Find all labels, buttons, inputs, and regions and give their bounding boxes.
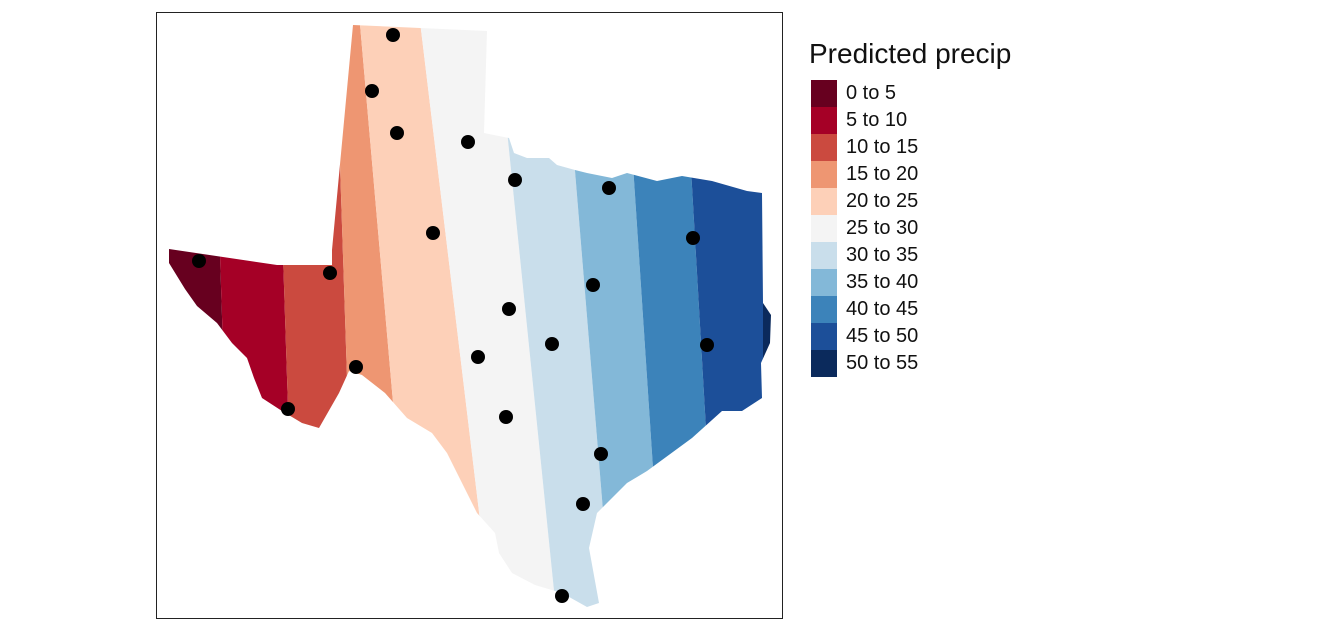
legend-label: 50 to 55	[846, 352, 919, 374]
legend-item: 10 to 15	[809, 134, 1011, 161]
station-point[interactable]	[349, 360, 363, 374]
legend-item: 25 to 30	[809, 215, 1011, 242]
zone-25-30	[419, 25, 557, 607]
station-point[interactable]	[192, 254, 206, 268]
station-point[interactable]	[602, 181, 616, 195]
station-point[interactable]	[686, 231, 700, 245]
legend-item: 35 to 40	[809, 269, 1011, 296]
legend-swatch	[811, 269, 838, 296]
station-points	[192, 28, 714, 603]
zone-20-25	[359, 25, 492, 607]
legend-swatch	[811, 107, 838, 134]
station-point[interactable]	[508, 173, 522, 187]
legend-item: 0 to 5	[809, 80, 1011, 107]
legend-title: Predicted precip	[809, 38, 1012, 69]
legend-item: 20 to 25	[809, 188, 1011, 215]
legend-label: 25 to 30	[846, 217, 919, 239]
zone-0-5	[169, 25, 232, 607]
zone-50-55	[763, 25, 771, 607]
legend-label: 5 to 10	[846, 109, 908, 131]
station-point[interactable]	[555, 589, 569, 603]
zone-10-15	[275, 25, 355, 607]
zone-30-35	[495, 25, 612, 607]
station-point[interactable]	[461, 135, 475, 149]
legend-swatch	[811, 188, 838, 215]
station-point[interactable]	[502, 302, 516, 316]
legend-item: 50 to 55	[809, 350, 1011, 377]
station-point[interactable]	[281, 402, 295, 416]
station-point[interactable]	[594, 447, 608, 461]
station-point[interactable]	[586, 278, 600, 292]
legend-item: 30 to 35	[809, 242, 1011, 269]
legend-items: 0 to 5 5 to 10 10 to 15 15 to 20 20 to 25 25 …	[809, 80, 1011, 377]
precip-surface	[169, 25, 771, 607]
legend-swatch	[811, 161, 838, 188]
legend-swatch	[811, 215, 838, 242]
station-point[interactable]	[323, 266, 337, 280]
legend-swatch	[811, 296, 838, 323]
legend-label: 20 to 25	[846, 190, 919, 212]
legend-label: 30 to 35	[846, 244, 919, 266]
legend-label: 0 to 5	[846, 82, 897, 104]
legend-label: 45 to 50	[846, 325, 919, 347]
station-point[interactable]	[426, 226, 440, 240]
station-point[interactable]	[390, 126, 404, 140]
legend-label: 15 to 20	[846, 163, 919, 185]
legend-label: 40 to 45	[846, 298, 919, 320]
legend-label: 35 to 40	[846, 271, 919, 293]
legend-swatch	[811, 350, 838, 377]
station-point[interactable]	[545, 337, 559, 351]
station-point[interactable]	[576, 497, 590, 511]
legend-label: 10 to 15	[846, 136, 919, 158]
legend-swatch	[811, 242, 838, 269]
station-point[interactable]	[471, 350, 485, 364]
legend-swatch	[811, 80, 838, 107]
legend-item: 15 to 20	[809, 161, 1011, 188]
legend-item: 5 to 10	[809, 107, 1011, 134]
map-canvas	[169, 25, 771, 607]
legend-item: 40 to 45	[809, 296, 1011, 323]
legend-swatch	[811, 134, 838, 161]
zone-5-10	[212, 25, 295, 607]
legend-swatch	[811, 323, 838, 350]
station-point[interactable]	[700, 338, 714, 352]
map-panel	[156, 12, 783, 619]
station-point[interactable]	[386, 28, 400, 42]
station-point[interactable]	[499, 410, 513, 424]
legend-item: 45 to 50	[809, 323, 1011, 350]
legend: Predicted precip 0 to 5 5 to 10 10 to 15 15…	[809, 38, 1011, 377]
station-point[interactable]	[365, 84, 379, 98]
